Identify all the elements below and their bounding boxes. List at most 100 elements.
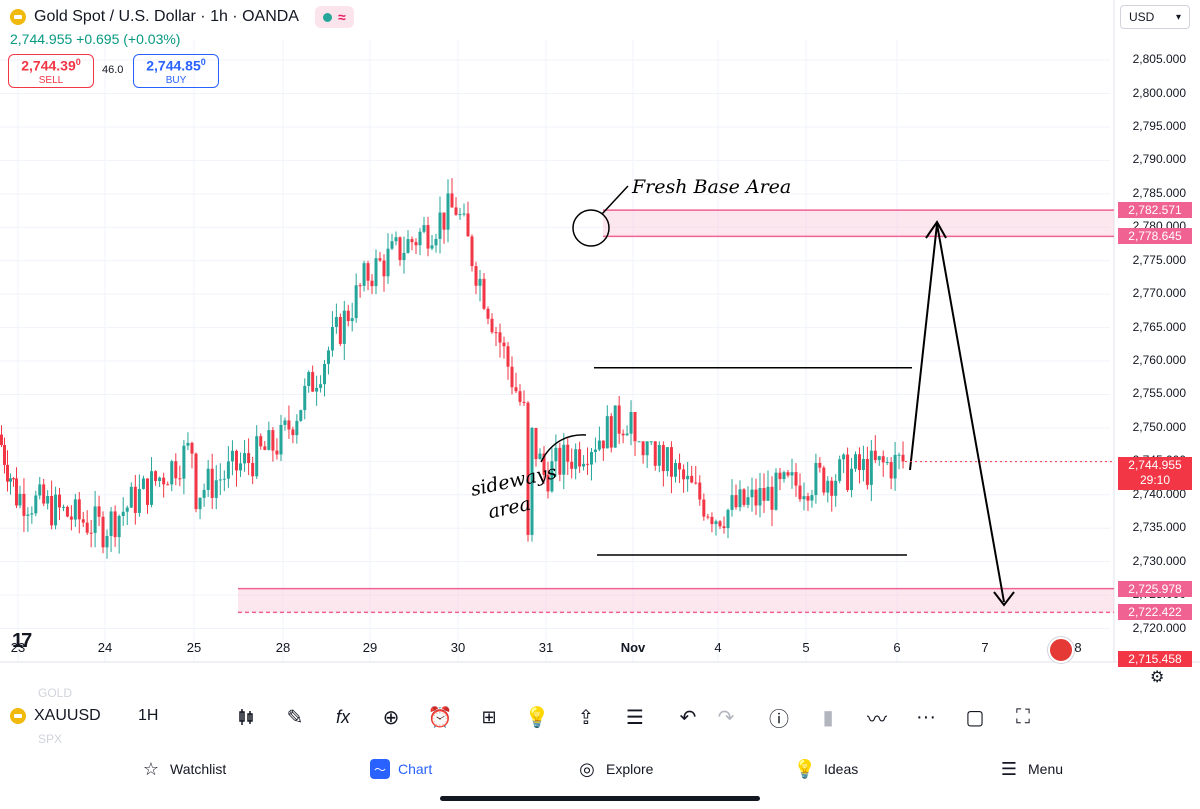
candle-body	[846, 454, 850, 491]
time-tick: 30	[450, 640, 466, 655]
candle-body	[279, 424, 283, 455]
candle-body	[546, 474, 550, 492]
candle-body	[234, 450, 238, 471]
candle-body	[661, 444, 665, 472]
candle-body	[526, 402, 530, 535]
candle-body	[263, 446, 267, 450]
candle-body	[354, 285, 358, 319]
candle-body	[271, 430, 275, 451]
us-flag-event-icon[interactable]	[1048, 637, 1074, 663]
candle-body	[742, 489, 746, 505]
nav-explore[interactable]: ◎ Explore	[576, 756, 653, 782]
alarm-icon[interactable]: ⏰	[427, 706, 453, 729]
candle-body	[58, 494, 62, 508]
price-tick: 2,750.000	[1132, 419, 1186, 434]
fullscreen-icon[interactable]: ⛶	[1016, 705, 1030, 728]
candle-body	[718, 521, 722, 527]
symbol-search-button[interactable]: XAUUSD	[10, 707, 101, 725]
square-icon[interactable]: ▢	[965, 706, 985, 729]
zone-rect	[238, 588, 1114, 613]
candle-body	[570, 461, 574, 469]
candle-body	[694, 482, 698, 484]
interval-button[interactable]: 1H	[138, 707, 159, 724]
notes-add-icon[interactable]: ☰	[626, 706, 644, 729]
candle-body	[311, 372, 315, 392]
price-tick: 2,785.000	[1132, 185, 1186, 200]
candle-body	[125, 507, 129, 512]
settings-gear-icon[interactable]: ⚙	[1150, 669, 1165, 686]
candle-body	[166, 484, 170, 486]
price-tick: 2,735.000	[1132, 520, 1186, 535]
share-icon[interactable]: ⇪	[577, 706, 595, 729]
candle-body	[210, 468, 214, 498]
candle-body	[69, 516, 73, 520]
symbol-header[interactable]: Gold Spot / U.S. Dollar · 1h · OANDA ≈	[10, 6, 354, 28]
gold-coin-icon	[10, 708, 26, 724]
candle-body	[434, 238, 438, 246]
candle-body	[881, 456, 885, 463]
undo-icon[interactable]: ↶	[679, 706, 697, 729]
info-icon[interactable]: ⓘ	[769, 708, 789, 731]
candle-body	[490, 318, 494, 333]
candle-body	[834, 480, 838, 496]
candles-icon[interactable]	[233, 704, 259, 730]
candle-body	[230, 450, 234, 462]
fx-icon[interactable]: fx	[335, 706, 350, 727]
pen-icon[interactable]: ✎	[286, 706, 304, 729]
candle-body	[315, 387, 319, 392]
candle-body	[438, 212, 442, 239]
currency-value: USD	[1129, 10, 1155, 24]
gold-coin-icon	[10, 9, 26, 25]
market-status-pill[interactable]: ≈	[314, 6, 354, 28]
candle-body	[291, 429, 295, 436]
nav-menu[interactable]: ☰ Menu	[998, 756, 1063, 782]
candle-body	[842, 454, 846, 460]
compass-icon: ◎	[579, 758, 595, 779]
currency-select[interactable]: USD ▾	[1120, 5, 1190, 29]
price-tick: 2,755.000	[1132, 386, 1186, 401]
candle-body	[366, 263, 370, 281]
tradingview-logo[interactable]: 17	[12, 630, 32, 652]
candle-body	[6, 464, 9, 482]
price-level-label: 2,722.422	[1118, 604, 1192, 621]
nav-ideas[interactable]: 💡 Ideas	[794, 756, 858, 782]
time-tick: 25	[186, 640, 202, 655]
last-price-change: 2,744.955 +0.695 (+0.03%)	[10, 31, 181, 47]
redo-icon[interactable]: ↷	[717, 706, 735, 729]
candle-body	[326, 350, 330, 364]
time-tick: Nov	[620, 640, 646, 655]
compare-icon[interactable]: 〰	[867, 708, 887, 731]
candle-body	[714, 521, 718, 525]
candle-body	[9, 478, 12, 482]
grid-icon[interactable]: ⊞	[481, 706, 497, 727]
home-indicator[interactable]	[440, 796, 760, 801]
price-tick: 2,770.000	[1132, 286, 1186, 301]
candle-body	[61, 506, 65, 508]
bulb-icon[interactable]: 💡	[524, 706, 550, 729]
buy-button[interactable]: 2,744.850 BUY	[133, 54, 219, 88]
buy-price: 2,744.85	[146, 57, 201, 74]
candle-body	[38, 484, 42, 496]
more-icon[interactable]: ···	[916, 705, 936, 728]
sell-label: SELL	[38, 74, 64, 86]
sell-button[interactable]: 2,744.390 SELL	[8, 54, 94, 88]
bars-icon[interactable]: ▮	[822, 706, 834, 729]
candle-body	[770, 486, 774, 510]
nav-chart[interactable]: 〜 Chart	[370, 756, 432, 782]
candle-body	[121, 511, 125, 517]
nav-ideas-label: Ideas	[824, 761, 859, 777]
plus-circle-icon[interactable]: ⊕	[382, 706, 400, 729]
candle-body	[690, 475, 694, 483]
candle-body	[478, 278, 482, 286]
candle-body	[806, 496, 810, 501]
candle-body	[790, 472, 794, 476]
base-pointer	[601, 185, 629, 215]
bar-countdown: 29:10	[1139, 473, 1171, 487]
candle-body	[538, 453, 542, 460]
candle-body	[154, 471, 158, 482]
candle-body	[170, 461, 174, 485]
nav-watchlist[interactable]: ☆ Watchlist	[140, 756, 226, 782]
candle-body	[734, 495, 738, 508]
candle-body	[275, 450, 279, 455]
